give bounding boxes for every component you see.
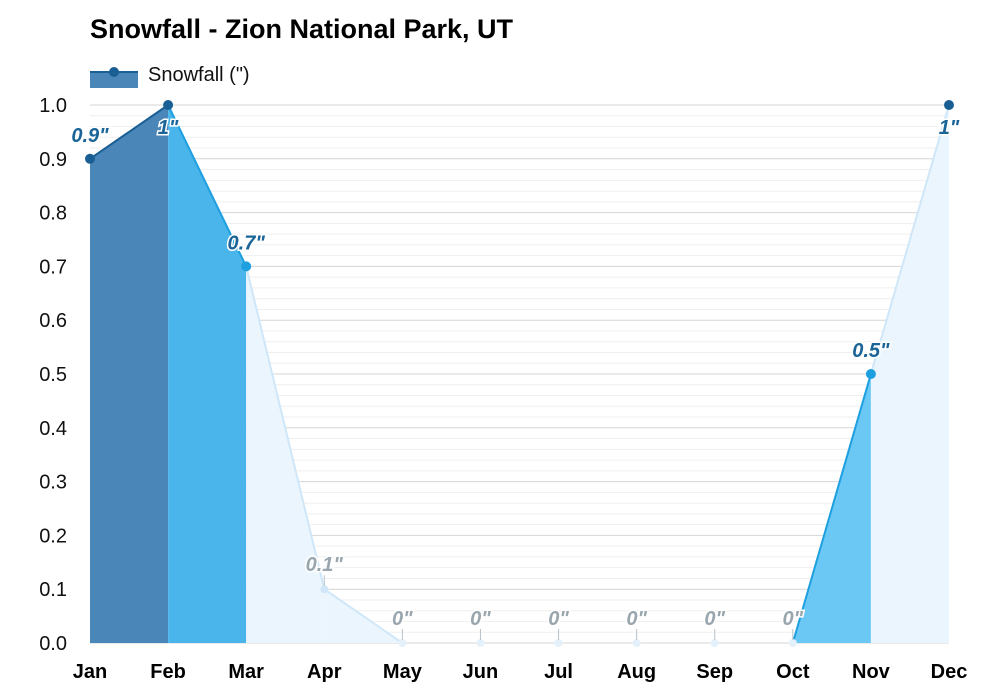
data-label-oct: 0" — [783, 608, 804, 630]
data-label-nov: 0.5" — [852, 340, 890, 362]
y-tick-label: 0.5 — [39, 364, 67, 386]
y-tick-label: 1.0 — [39, 95, 67, 117]
data-label-feb: 1" — [158, 117, 179, 139]
series-line-segment — [245, 266, 326, 590]
data-label-may: 0" — [392, 608, 413, 630]
x-tick-label-jul: Jul — [544, 661, 573, 683]
area-segment-mar — [246, 266, 325, 643]
data-point-jul[interactable] — [554, 639, 563, 647]
legend[interactable]: Snowfall (") — [90, 62, 250, 88]
series-line-segment — [167, 104, 248, 267]
area-segment-feb — [168, 105, 247, 643]
x-tick-label-aug: Aug — [617, 661, 656, 683]
x-tick-label-jan: Jan — [73, 661, 107, 683]
data-point-jun[interactable] — [476, 639, 485, 647]
y-tick-label: 0.0 — [39, 633, 67, 655]
y-tick-label: 0.3 — [39, 472, 67, 494]
x-tick-label-nov: Nov — [852, 661, 891, 683]
legend-label: Snowfall (") — [148, 63, 250, 86]
series-line-segment — [89, 104, 169, 160]
x-tick-label-apr: Apr — [307, 661, 342, 683]
x-tick-label-mar: Mar — [228, 661, 264, 683]
area-segment-nov — [870, 105, 949, 643]
x-tick-label-feb: Feb — [150, 661, 186, 683]
area-segment-jan — [90, 105, 169, 643]
data-label-jun: 0" — [470, 608, 491, 630]
data-point-nov[interactable] — [865, 369, 876, 379]
data-label-dec: 1" — [939, 117, 960, 139]
y-tick-label: 0.8 — [39, 203, 67, 225]
data-point-feb[interactable] — [163, 100, 174, 110]
chart-title: Snowfall - Zion National Park, UT — [90, 14, 514, 44]
data-point-sep[interactable] — [710, 639, 719, 647]
data-point-jan[interactable] — [85, 153, 95, 164]
y-tick-label: 0.6 — [39, 310, 67, 332]
data-point-apr[interactable] — [320, 585, 329, 594]
x-tick-label-may: May — [383, 661, 423, 683]
data-label-apr: 0.1" — [306, 554, 344, 576]
x-tick-label-oct: Oct — [776, 661, 810, 683]
data-label-jul: 0" — [548, 608, 569, 630]
data-label-jan: 0.9" — [71, 125, 109, 147]
series-line-segment — [323, 588, 403, 644]
data-point-mar[interactable] — [241, 261, 252, 272]
data-point-aug[interactable] — [632, 639, 641, 647]
data-label-aug: 0" — [626, 608, 647, 630]
x-tick-label-dec: Dec — [931, 661, 968, 683]
y-tick-label: 0.9 — [39, 149, 67, 171]
y-tick-label: 0.7 — [39, 256, 67, 278]
x-tick-label-sep: Sep — [696, 661, 733, 683]
data-label-sep: 0" — [704, 608, 725, 630]
y-tick-label: 0.4 — [39, 418, 67, 440]
data-label-mar: 0.7" — [228, 232, 266, 254]
data-point-dec[interactable] — [944, 100, 954, 110]
y-tick-label: 0.2 — [39, 525, 67, 547]
x-tick-label-jun: Jun — [463, 661, 499, 683]
data-point-may[interactable] — [398, 639, 407, 647]
data-point-oct[interactable] — [788, 639, 797, 647]
legend-swatch-icon — [90, 62, 138, 88]
y-tick-label: 0.1 — [39, 579, 67, 601]
series-line-segment — [791, 373, 872, 644]
series-line-segment — [869, 104, 950, 375]
